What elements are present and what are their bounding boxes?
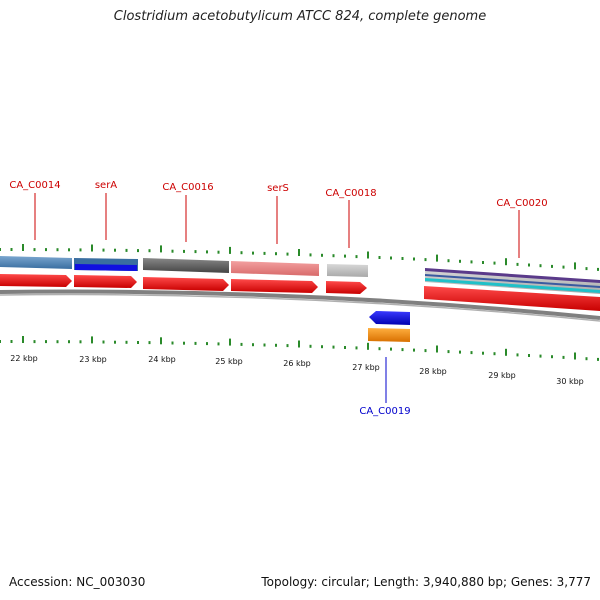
label-ca-c0014[interactable]: CA_C0014 <box>9 180 60 191</box>
label-ca-c0018[interactable]: CA_C0018 <box>325 188 376 199</box>
reverse-track <box>368 311 410 342</box>
cds-ca-c0016[interactable] <box>143 277 229 291</box>
scale-label-22kbp: 22 kbp <box>10 354 38 363</box>
genome-backbone-shadow <box>0 293 600 322</box>
lower-tick-track <box>0 336 599 361</box>
label-ca-c0019[interactable]: CA_C0019 <box>359 406 410 417</box>
feature-sers[interactable] <box>231 261 319 276</box>
feature-ca-c0020-stripe1 <box>425 268 600 283</box>
label-ca-c0016[interactable]: CA_C0016 <box>162 182 213 193</box>
accession-text: Accession: NC_003030 <box>9 575 146 589</box>
feature-ca-c0014[interactable] <box>0 256 72 269</box>
label-ca-c0020[interactable]: CA_C0020 <box>496 198 547 209</box>
genome-summary-text: Topology: circular; Length: 3,940,880 bp… <box>261 575 591 589</box>
feature-track <box>0 256 600 294</box>
cds-sera[interactable] <box>74 275 137 288</box>
scale-label-30kbp: 30 kbp <box>556 377 584 386</box>
feature-ca-c0019[interactable] <box>368 328 410 342</box>
feature-sera-inner[interactable] <box>75 264 137 271</box>
cds-sers[interactable] <box>231 279 318 293</box>
label-leaders <box>34 193 520 403</box>
cds-ca-c0020[interactable] <box>424 286 600 311</box>
forward-cds-track <box>0 274 600 311</box>
cds-ca-c0018[interactable] <box>326 281 367 294</box>
cds-ca-c0014[interactable] <box>0 274 72 287</box>
scale-label-27kbp: 27 kbp <box>352 363 380 372</box>
scale-label-29kbp: 29 kbp <box>488 371 516 380</box>
feature-ca-c0016[interactable] <box>143 258 229 273</box>
scale-label-26kbp: 26 kbp <box>283 359 311 368</box>
label-sera[interactable]: serA <box>95 180 117 191</box>
scale-label-28kbp: 28 kbp <box>419 367 447 376</box>
feature-ca-c0020-stripe2 <box>425 274 600 288</box>
genome-backbone <box>0 289 600 320</box>
scale-label-23kbp: 23 kbp <box>79 355 107 364</box>
map-title: Clostridium acetobutylicum ATCC 824, com… <box>113 9 487 24</box>
scale-label-25kbp: 25 kbp <box>215 357 243 366</box>
label-sers[interactable]: serS <box>267 183 289 194</box>
upper-tick-track <box>0 244 599 271</box>
feature-ca-c0020-stripe3 <box>425 278 600 293</box>
cds-ca-c0019[interactable] <box>369 311 410 325</box>
feature-ca-c0018[interactable] <box>327 264 368 277</box>
scale-label-24kbp: 24 kbp <box>148 355 176 364</box>
